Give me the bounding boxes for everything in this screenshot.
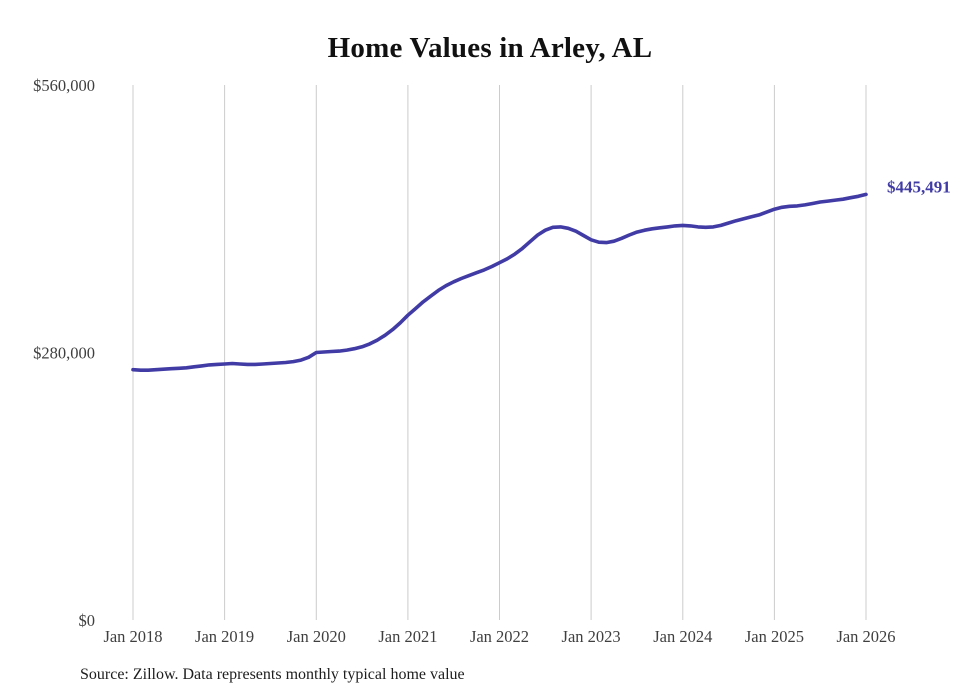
final-value-label: $445,491 [887,177,951,196]
y-axis-label: $560,000 [33,76,95,95]
x-axis-label: Jan 2018 [103,627,162,646]
x-axis-label: Jan 2021 [378,627,437,646]
y-axis-label: $280,000 [33,344,95,363]
x-axis-label: Jan 2026 [836,627,895,646]
x-axis-label: Jan 2022 [470,627,529,646]
y-axis-label: $0 [79,611,96,630]
x-axis-label: Jan 2020 [287,627,346,646]
x-axis-label: Jan 2025 [745,627,804,646]
chart-title: Home Values in Arley, AL [327,32,653,64]
x-axis-label: Jan 2024 [653,627,712,646]
x-axis-label: Jan 2023 [562,627,621,646]
x-axis-label: Jan 2019 [195,627,254,646]
source-note: Source: Zillow. Data represents monthly … [80,666,465,683]
home-value-line-series [131,192,868,372]
